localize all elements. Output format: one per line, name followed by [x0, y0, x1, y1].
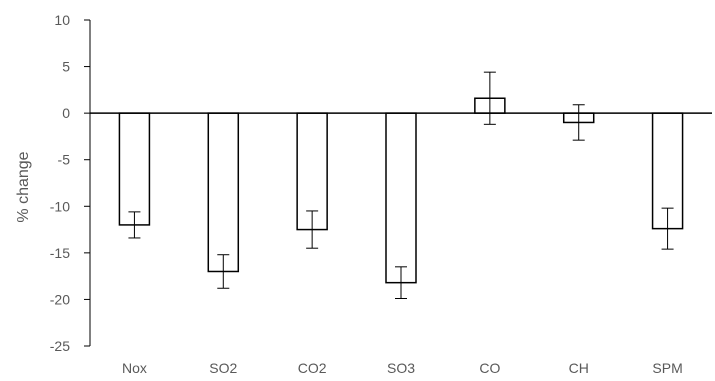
- x-tick-label: SPM: [652, 360, 682, 376]
- y-tick-label: 5: [62, 59, 70, 75]
- error-bar-co2: [306, 210, 319, 249]
- x-axis-labels: Nox SO2 CO2 SO3 CO CH SPM: [122, 360, 683, 376]
- x-tick-label: Nox: [122, 360, 147, 376]
- y-axis-ticks: 10 5 0 -5 -10 -15 -20 -25: [50, 12, 90, 354]
- y-tick-label: -5: [58, 152, 71, 168]
- y-tick-label: -25: [50, 338, 70, 354]
- x-tick-label: CH: [569, 360, 589, 376]
- error-bar-co: [483, 71, 496, 125]
- error-bar-nox: [128, 211, 141, 239]
- x-tick-label: SO3: [387, 360, 415, 376]
- bar-nox: [118, 112, 151, 226]
- error-bar-so3: [395, 266, 407, 299]
- y-tick-label: 10: [54, 12, 70, 28]
- bar-so2: [207, 112, 240, 273]
- error-bar-spm: [661, 207, 674, 250]
- x-tick-label: SO2: [209, 360, 237, 376]
- bar-so3: [385, 112, 417, 284]
- x-tick-label: CO: [479, 360, 500, 376]
- error-bars: [128, 71, 674, 299]
- y-tick-label: -10: [50, 198, 70, 214]
- bars: [118, 97, 684, 284]
- y-tick-label: -15: [50, 245, 70, 261]
- y-axis-title: % change: [15, 151, 32, 222]
- x-tick-label: CO2: [298, 360, 327, 376]
- y-tick-label: -20: [50, 291, 70, 307]
- y-tick-label: 0: [62, 105, 70, 121]
- bar-co2: [296, 112, 328, 231]
- error-bar-ch: [572, 104, 585, 141]
- error-bar-so2: [217, 254, 230, 289]
